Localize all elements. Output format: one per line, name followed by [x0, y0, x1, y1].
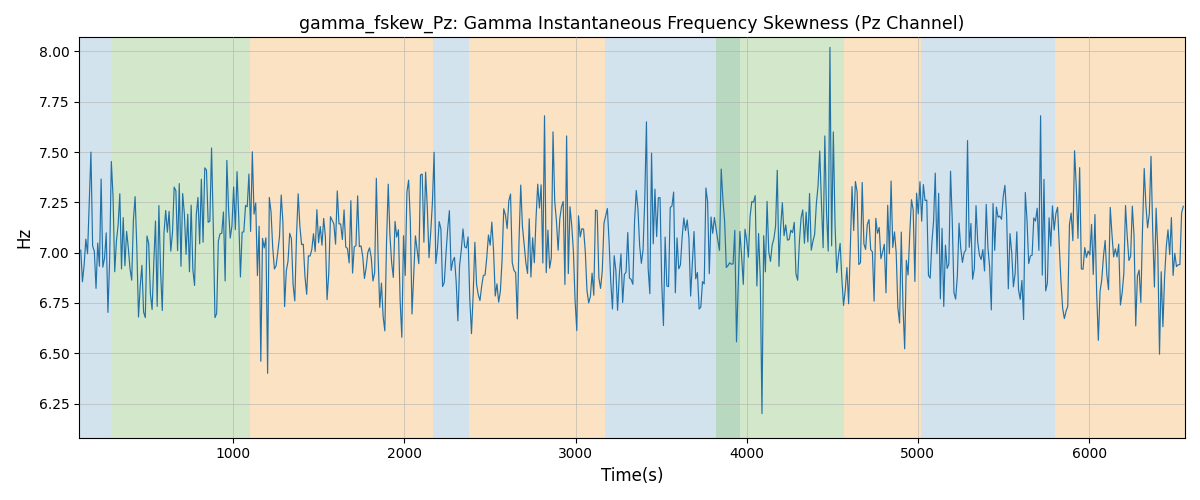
Bar	[251, 38, 432, 438]
Bar	[110, 38, 251, 438]
Bar	[432, 38, 469, 438]
Y-axis label: Hz: Hz	[14, 227, 32, 248]
Bar	[1055, 38, 1186, 438]
Bar	[469, 38, 605, 438]
Bar	[716, 38, 845, 438]
Bar	[845, 38, 922, 438]
Bar	[922, 38, 1055, 438]
Bar	[716, 38, 740, 438]
Title: gamma_fskew_Pz: Gamma Instantaneous Frequency Skewness (Pz Channel): gamma_fskew_Pz: Gamma Instantaneous Freq…	[299, 15, 965, 34]
X-axis label: Time(s): Time(s)	[601, 467, 664, 485]
Bar	[79, 38, 110, 438]
Bar	[605, 38, 716, 438]
